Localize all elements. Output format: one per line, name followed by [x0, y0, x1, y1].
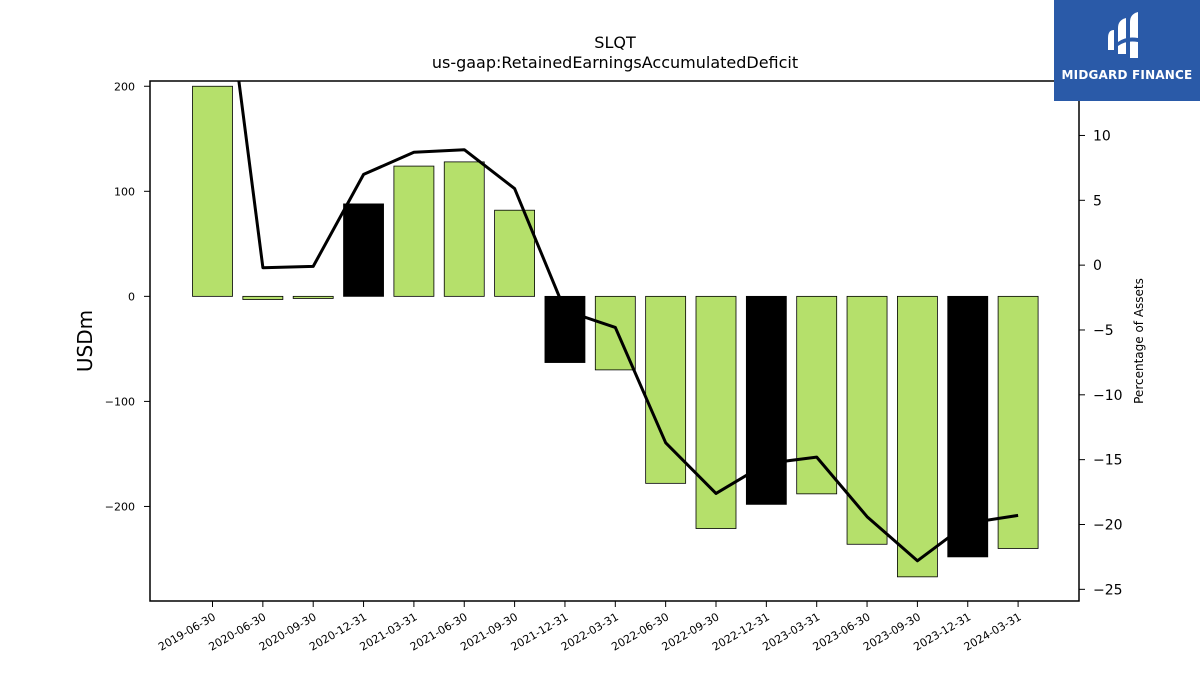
y2-tick-label: −15	[1093, 453, 1123, 469]
y-tick-label: 0	[128, 290, 135, 303]
chart-title: SLQT	[594, 33, 636, 52]
bar-2022-06-30	[645, 295, 687, 484]
y-tick-label: −100	[105, 395, 135, 408]
bar-2023-09-30	[897, 295, 938, 578]
y2-tick-label: 10	[1093, 128, 1111, 144]
bar-2021-03-31	[393, 165, 435, 297]
plot-frame	[149, 80, 1080, 602]
chart-subtitle: us-gaap:RetainedEarningsAccumulatedDefic…	[432, 53, 798, 72]
y2-axis-label: Percentage of Assets	[1132, 278, 1146, 404]
brand-name: MIDGARD FINANCE	[1061, 68, 1193, 82]
x-tick-label: 2024-03-31	[962, 610, 1024, 653]
bar-2021-12-31	[544, 295, 586, 363]
bar-2020-09-30	[292, 295, 334, 299]
bar-2020-12-31	[343, 203, 384, 297]
y2-tick-label: −10	[1093, 388, 1123, 404]
bar-2023-06-30	[846, 295, 888, 545]
right-axis: −25 −20 −15 −10 −5 0 5 10	[1079, 128, 1123, 598]
bar-2024-03-31	[997, 295, 1039, 549]
brand-mark-icon	[1108, 12, 1138, 58]
y-tick-label: −200	[105, 500, 135, 513]
bar-series	[192, 85, 1039, 578]
y-tick-label: 200	[114, 80, 135, 93]
bar-2023-12-31	[947, 295, 989, 558]
left-axis: −200 −100 0 100 200	[105, 80, 150, 513]
y-tick-label: 100	[114, 185, 135, 198]
bar-2022-09-30	[695, 295, 737, 529]
y-axis-label: USDm	[73, 310, 97, 372]
bar-2020-06-30	[242, 295, 284, 300]
percentage-line	[237, 81, 1019, 563]
y2-tick-label: −25	[1093, 582, 1123, 598]
bar-2022-12-31	[745, 295, 787, 505]
y2-tick-label: −5	[1093, 323, 1114, 339]
y2-tick-label: −20	[1093, 517, 1123, 533]
bar-2023-03-31	[796, 295, 838, 495]
bar-2021-06-30	[443, 161, 485, 297]
y2-tick-label: 0	[1093, 258, 1102, 274]
bar-2019-06-30	[192, 85, 233, 297]
brand-logo: MIDGARD FINANCE	[1054, 0, 1200, 101]
x-axis: 2019-06-302020-06-302020-09-302020-12-31…	[156, 601, 1024, 654]
y2-tick-label: 5	[1093, 193, 1102, 209]
